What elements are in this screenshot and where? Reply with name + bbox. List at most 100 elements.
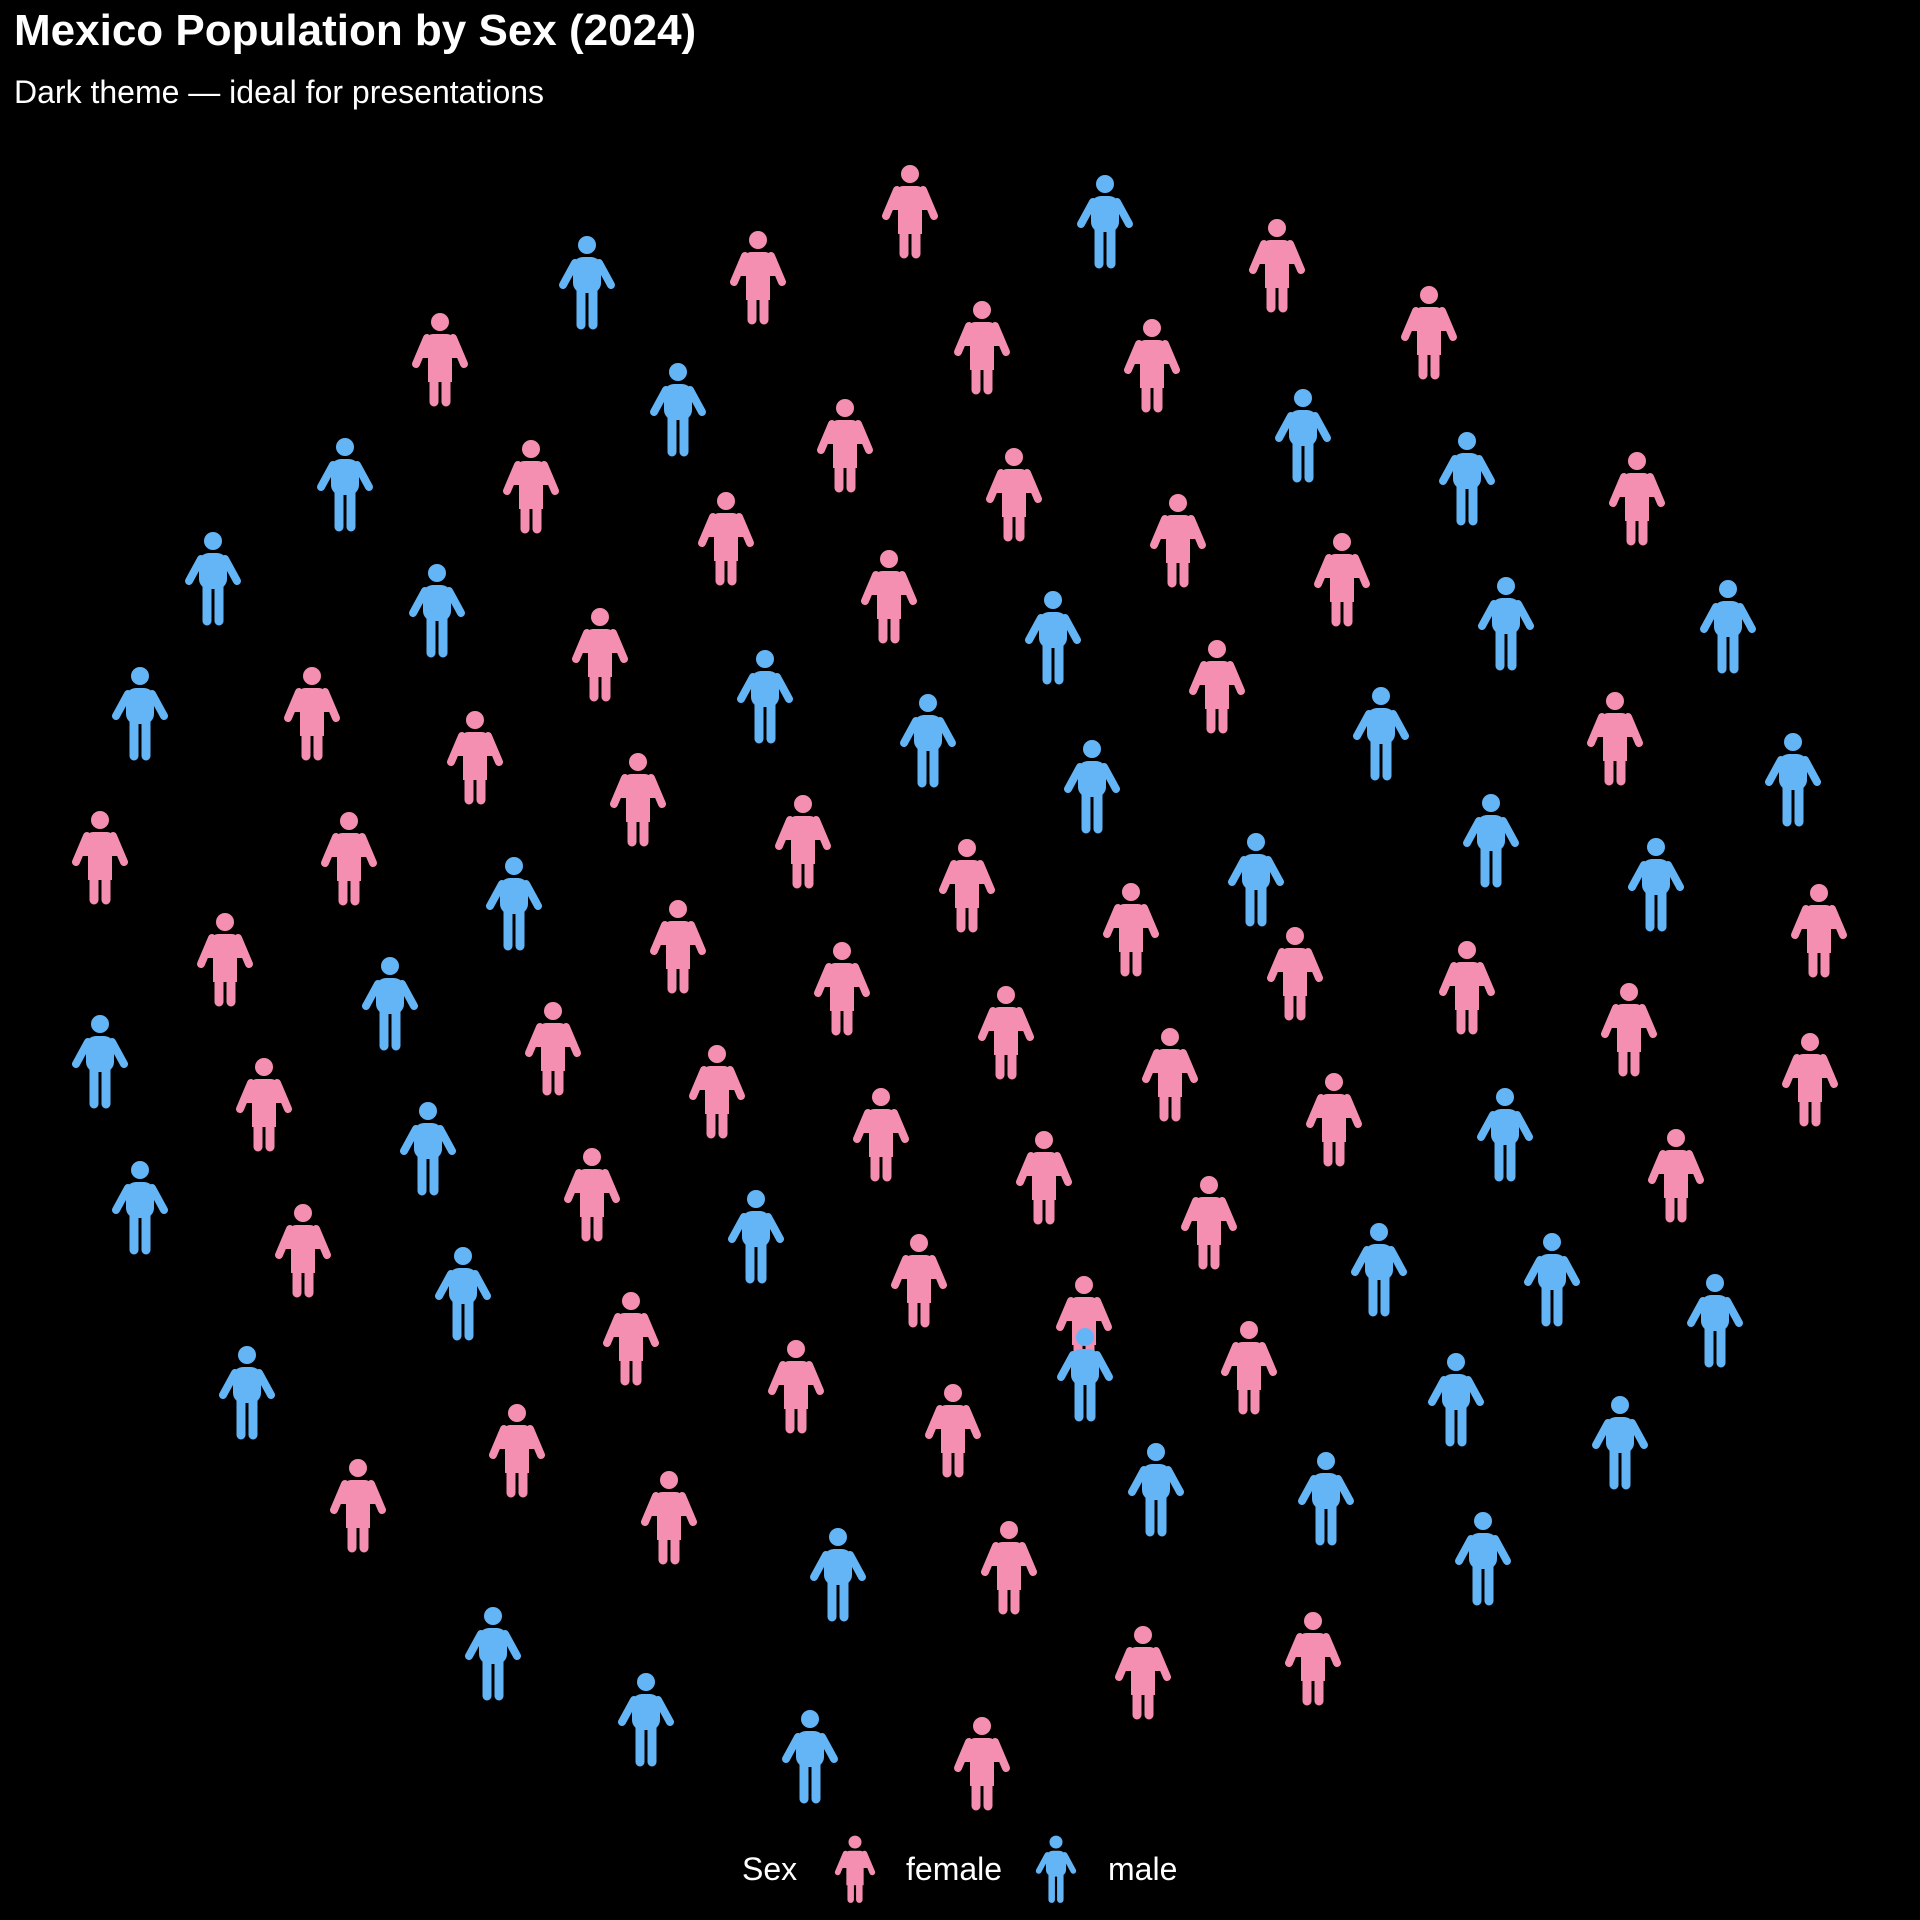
female-person-icon-35 — [1587, 692, 1643, 786]
male-person-icon-98 — [618, 1673, 674, 1767]
female-person-icon-52 — [1267, 927, 1323, 1021]
male-person-icon-38 — [1064, 740, 1120, 834]
male-person-icon-32 — [900, 694, 956, 788]
male-person-icon-26 — [1478, 577, 1534, 671]
male-person-icon-88 — [1592, 1396, 1648, 1490]
male-person-icon-92 — [1298, 1452, 1354, 1546]
female-person-icon-33 — [447, 711, 503, 805]
female-person-icon-62 — [236, 1058, 292, 1152]
male-person-icon-90 — [1128, 1443, 1184, 1537]
male-person-icon-65 — [1477, 1088, 1533, 1182]
female-person-icon-68 — [564, 1148, 620, 1242]
male-person-icon-76 — [1524, 1233, 1580, 1327]
female-person-icon-55 — [978, 986, 1034, 1080]
male-person-icon-27 — [1700, 580, 1756, 674]
female-person-icon-64 — [853, 1088, 909, 1182]
legend: Sex female male — [742, 1835, 1177, 1903]
female-person-icon-41 — [72, 811, 128, 905]
female-person-icon-89 — [330, 1459, 386, 1553]
female-person-icon-74 — [891, 1234, 947, 1328]
male-person-icon-28 — [737, 650, 793, 744]
female-person-icon-71 — [275, 1204, 331, 1298]
female-person-icon-9 — [1124, 319, 1180, 413]
male-person-icon-58 — [72, 1015, 128, 1109]
male-person-icon-37 — [1765, 733, 1821, 827]
female-person-icon-3 — [1249, 219, 1305, 313]
male-person-icon-43 — [1463, 794, 1519, 888]
female-person-icon-5 — [730, 231, 786, 325]
female-person-icon-60 — [689, 1045, 745, 1139]
female-person-icon-86 — [489, 1404, 545, 1498]
male-person-icon-45 — [486, 857, 542, 951]
female-person-icon-59 — [1142, 1028, 1198, 1122]
male-person-icon-46 — [1628, 838, 1684, 932]
female-person-icon-25 — [572, 608, 628, 702]
male-person-icon-4 — [559, 236, 615, 330]
female-person-icon-18 — [698, 492, 754, 586]
female-person-icon-19 — [1150, 494, 1206, 588]
legend-key-female — [834, 1835, 876, 1903]
male-person-icon-95 — [1455, 1512, 1511, 1606]
female-person-icon-42 — [321, 812, 377, 906]
female-person-icon-1 — [882, 165, 938, 259]
male-person-icon-81 — [1057, 1328, 1113, 1422]
male-person-icon-73 — [728, 1190, 784, 1284]
male-person-icon-40 — [1228, 833, 1284, 927]
male-person-icon-69 — [112, 1161, 168, 1255]
data-points — [72, 165, 1847, 1811]
female-person-icon-50 — [197, 913, 253, 1007]
female-person-icon-87 — [925, 1384, 981, 1478]
legend-title: Sex — [742, 1851, 797, 1887]
female-person-icon-56 — [525, 1002, 581, 1096]
female-person-icon-72 — [1181, 1176, 1237, 1270]
male-person-icon-66 — [400, 1102, 456, 1196]
female-person-icon-61 — [1782, 1033, 1838, 1127]
male-person-icon-24 — [1025, 591, 1081, 685]
female-person-icon-49 — [650, 900, 706, 994]
female-person-icon-7 — [412, 313, 468, 407]
female-person-icon-29 — [1189, 640, 1245, 734]
female-person-icon-94 — [981, 1521, 1037, 1615]
female-person-icon-96 — [1115, 1626, 1171, 1720]
female-person-icon-91 — [641, 1471, 697, 1565]
male-person-icon-100 — [782, 1710, 838, 1804]
male-person-icon-75 — [1351, 1223, 1407, 1317]
male-person-icon-54 — [362, 957, 418, 1051]
male-person-icon-79 — [1687, 1274, 1743, 1368]
male-person-icon-23 — [409, 564, 465, 658]
female-person-icon-47 — [1103, 883, 1159, 977]
female-person-icon-99 — [1285, 1612, 1341, 1706]
female-person-icon-70 — [1648, 1129, 1704, 1223]
female-person-icon-57 — [1601, 983, 1657, 1077]
female-person-icon-11 — [817, 399, 873, 493]
female-person-icon-53 — [1439, 941, 1495, 1035]
male-person-icon-77 — [435, 1247, 491, 1341]
female-person-icon-17 — [1609, 452, 1665, 546]
female-person-icon-67 — [1016, 1131, 1072, 1225]
female-person-icon-63 — [1306, 1073, 1362, 1167]
female-person-icon-48 — [1791, 884, 1847, 978]
legend-label-male: male — [1108, 1851, 1177, 1887]
male-person-icon-16 — [1439, 432, 1495, 526]
female-person-icon-21 — [861, 550, 917, 644]
female-person-icon-82 — [1221, 1321, 1277, 1415]
female-person-icon-39 — [775, 795, 831, 889]
female-person-icon-51 — [814, 942, 870, 1036]
male-person-icon-97 — [465, 1607, 521, 1701]
male-person-icon-12 — [1275, 389, 1331, 483]
male-person-icon-10 — [650, 363, 706, 457]
chart-title: Mexico Population by Sex (2024) — [14, 6, 697, 55]
female-person-icon-14 — [503, 440, 559, 534]
female-person-icon-8 — [954, 301, 1010, 395]
female-person-icon-15 — [986, 448, 1042, 542]
female-person-icon-83 — [768, 1340, 824, 1434]
male-person-icon-30 — [112, 667, 168, 761]
female-person-icon-101 — [954, 1717, 1010, 1811]
male-person-icon-84 — [219, 1346, 275, 1440]
male-person-icon-34 — [1353, 687, 1409, 781]
male-person-icon-2 — [1077, 175, 1133, 269]
male-person-icon-93 — [810, 1528, 866, 1622]
male-person-icon-85 — [1428, 1353, 1484, 1447]
female-person-icon-6 — [1401, 286, 1457, 380]
